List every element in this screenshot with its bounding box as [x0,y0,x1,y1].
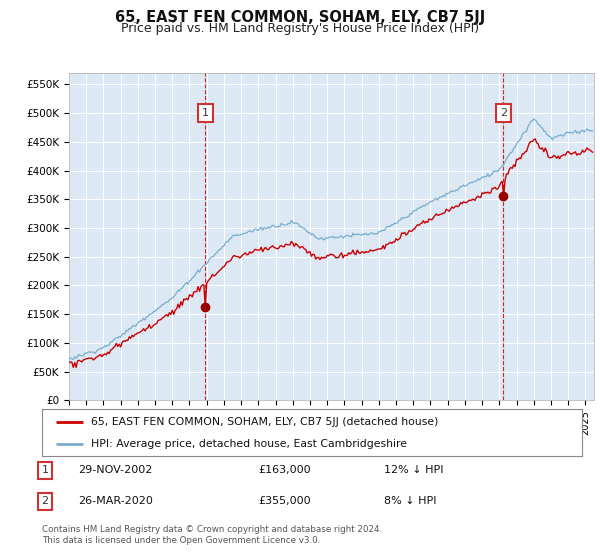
Text: 1: 1 [41,465,49,475]
Text: Price paid vs. HM Land Registry's House Price Index (HPI): Price paid vs. HM Land Registry's House … [121,22,479,35]
Text: 29-NOV-2002: 29-NOV-2002 [78,465,152,475]
Text: £355,000: £355,000 [258,496,311,506]
Text: 2: 2 [500,108,507,118]
Text: 8% ↓ HPI: 8% ↓ HPI [384,496,437,506]
Text: 65, EAST FEN COMMON, SOHAM, ELY, CB7 5JJ (detached house): 65, EAST FEN COMMON, SOHAM, ELY, CB7 5JJ… [91,417,438,427]
Text: Contains HM Land Registry data © Crown copyright and database right 2024.
This d: Contains HM Land Registry data © Crown c… [42,525,382,545]
Text: HPI: Average price, detached house, East Cambridgeshire: HPI: Average price, detached house, East… [91,438,407,449]
Text: £163,000: £163,000 [258,465,311,475]
Text: 12% ↓ HPI: 12% ↓ HPI [384,465,443,475]
Text: 2: 2 [41,496,49,506]
Text: 65, EAST FEN COMMON, SOHAM, ELY, CB7 5JJ: 65, EAST FEN COMMON, SOHAM, ELY, CB7 5JJ [115,10,485,25]
Text: 26-MAR-2020: 26-MAR-2020 [78,496,153,506]
Text: 1: 1 [202,108,209,118]
